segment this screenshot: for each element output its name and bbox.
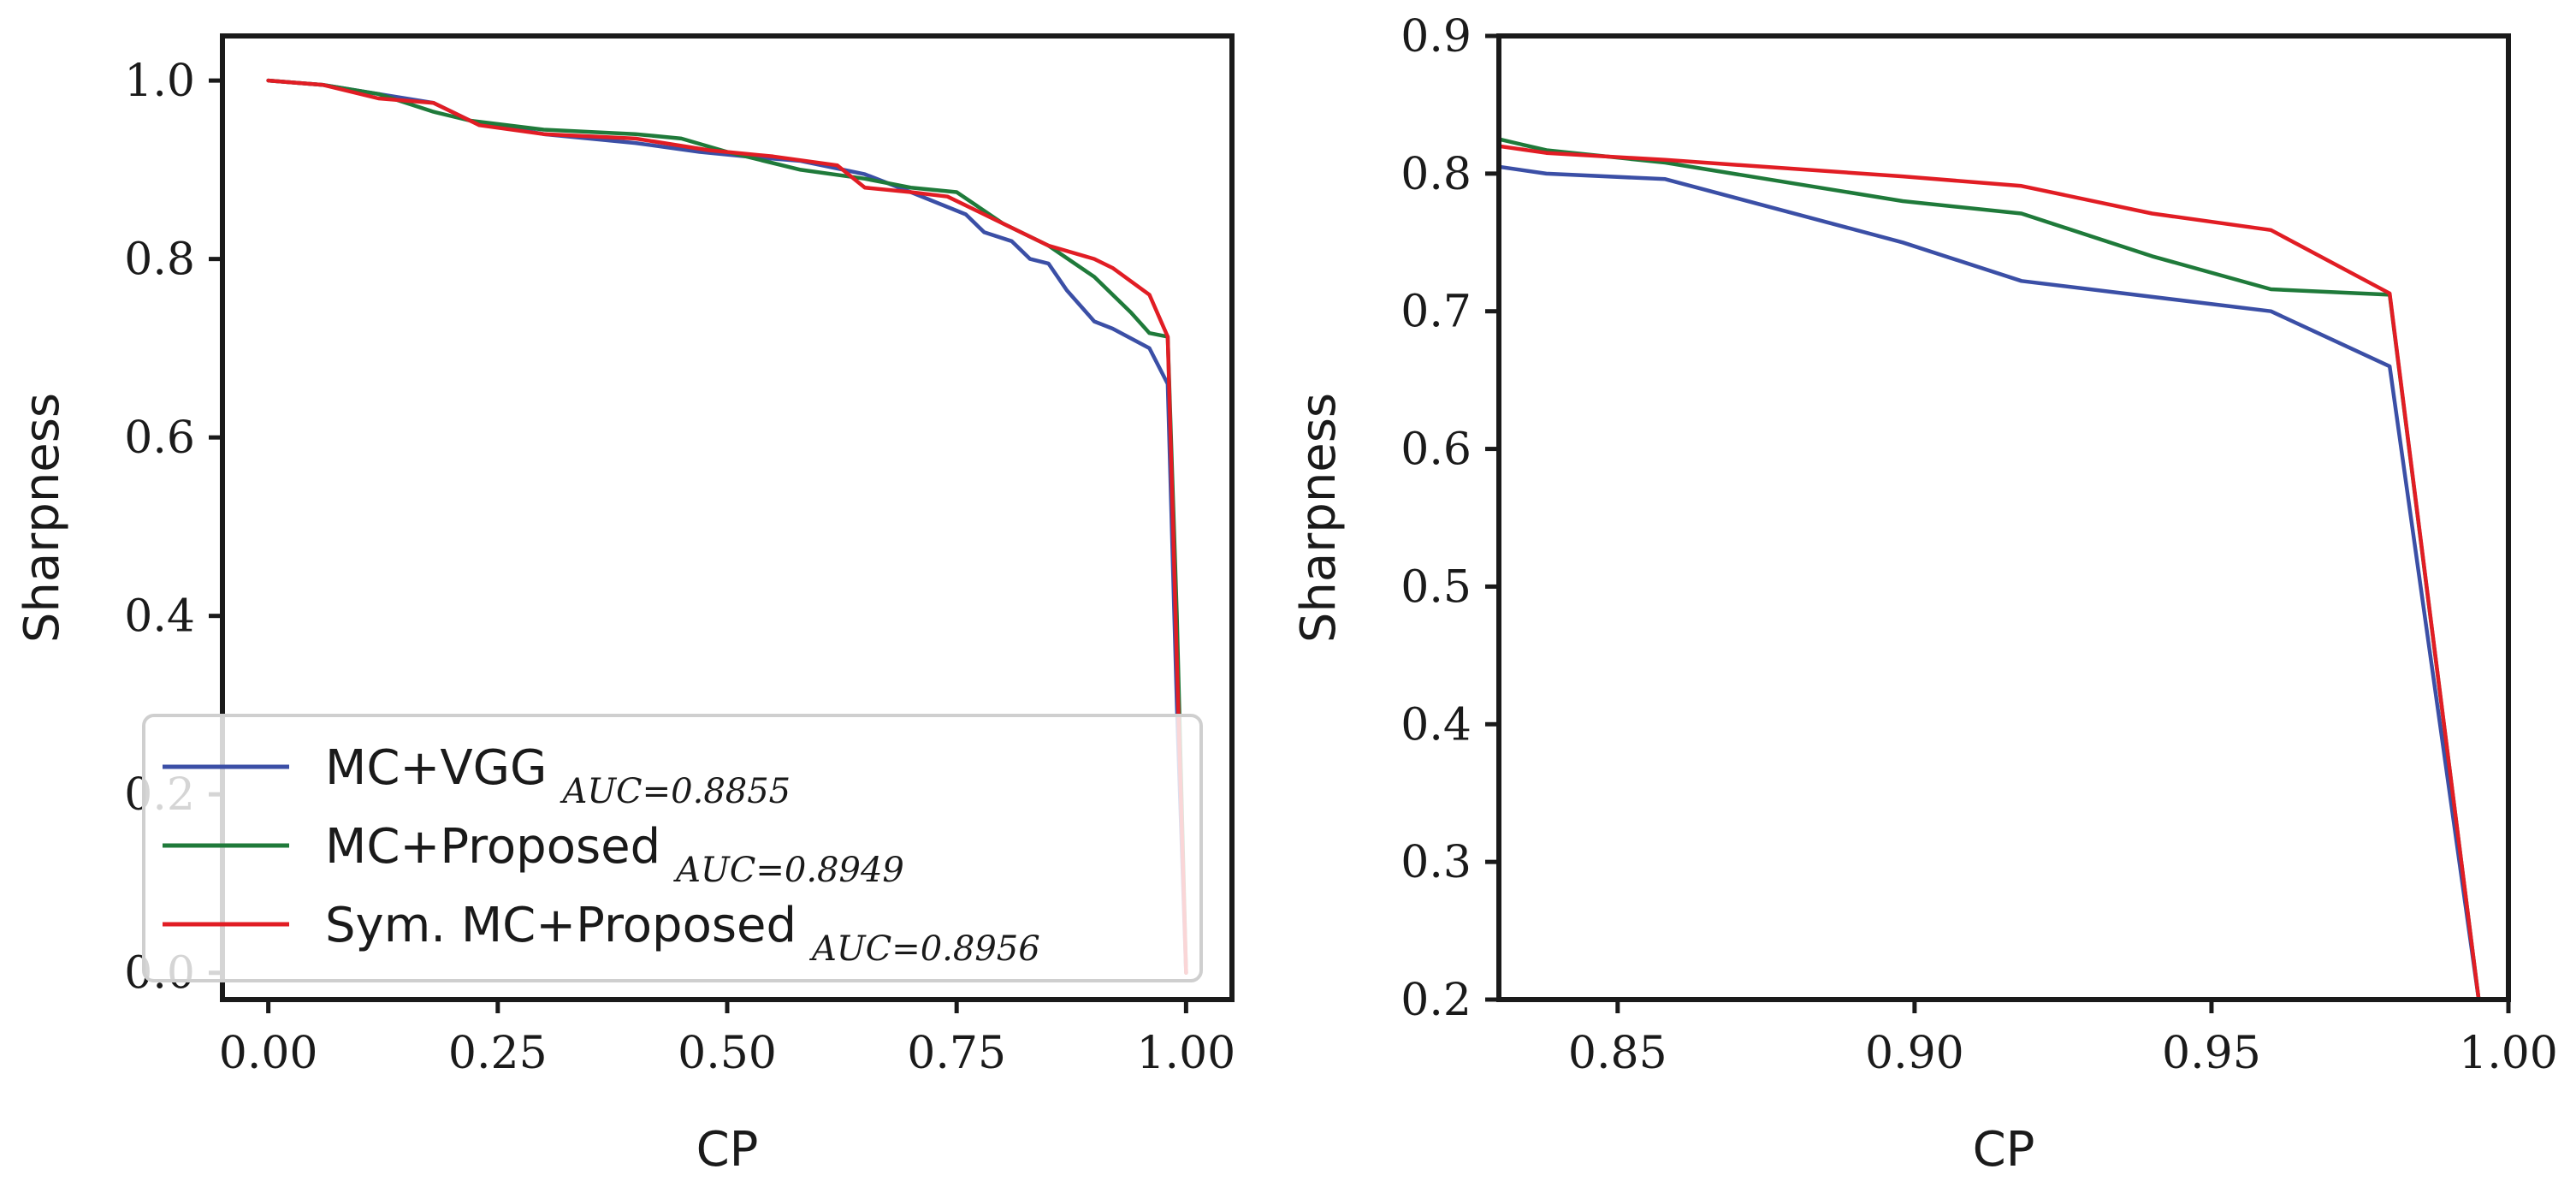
y-tick-label: 0.7 <box>1401 287 1472 338</box>
series-line-mc-proposed <box>266 78 1188 975</box>
x-tick-label: 0.25 <box>448 1028 548 1079</box>
series-line-sym-mc-proposed <box>266 78 1188 975</box>
y-axis-title: Sharpness <box>1291 393 1347 643</box>
series-line-mc-proposed <box>1499 137 2481 1000</box>
x-axis-title: CP <box>1973 1122 2035 1178</box>
legend-label-text: MC+VGG AUC=0.8855 <box>325 740 791 811</box>
y-tick-label: 0.5 <box>1401 561 1472 613</box>
y-tick-label: 0.4 <box>124 591 195 643</box>
series-line-mc-vgg <box>1499 164 2481 1000</box>
legend-auc: AUC=0.8956 <box>808 929 1040 969</box>
x-tick-label: 0.50 <box>678 1028 777 1079</box>
series-group <box>266 78 1188 975</box>
y-tick-label: 0.2 <box>1401 975 1472 1026</box>
legend-box <box>142 714 1203 982</box>
x-tick-label: 0.00 <box>219 1028 318 1079</box>
plot-frame <box>220 33 1235 1002</box>
x-tick-label: 1.00 <box>2459 1028 2558 1079</box>
y-axis-title: Sharpness <box>15 393 70 643</box>
legend-label: Sym. MC+Proposed <box>325 898 796 953</box>
x-tick-label: 0.85 <box>1568 1028 1667 1079</box>
chart-panel-overview: 0.000.250.500.751.000.00.20.40.60.81.0CP… <box>15 33 1235 1178</box>
y-tick-label: 1.0 <box>124 56 195 107</box>
x-axis-title: CP <box>696 1122 759 1178</box>
y-tick-label: 0.3 <box>1401 837 1472 888</box>
chart-panel-zoomed: 0.85 0.90 0.95 1.00 0.2 0.3 0.4 0.5 0.6 0.7 0.8 0.9… <box>1291 11 2558 1178</box>
x-tick-label: 1.00 <box>1136 1028 1235 1079</box>
x-tick-label: 0.75 <box>907 1028 1006 1079</box>
legend-auc: AUC=0.8855 <box>559 772 791 811</box>
legend-label-text: Sym. MC+Proposed AUC=0.8956 <box>325 898 1040 969</box>
legend: MC+VGG AUC=0.8855 MC+Proposed AUC=0.8949 Sym… <box>142 714 1203 982</box>
y-tick-label: 0.6 <box>1401 424 1472 476</box>
legend-label-text: MC+Proposed AUC=0.8949 <box>325 819 904 890</box>
legend-label: MC+Proposed <box>325 819 660 875</box>
plot-frame <box>1496 33 2511 1002</box>
series-line-sym-mc-proposed <box>1499 144 2481 1000</box>
y-tick-label: 0.8 <box>124 234 195 286</box>
legend-auc: AUC=0.8949 <box>672 851 904 890</box>
series-group <box>1499 137 2481 1000</box>
x-tick-label: 0.95 <box>2162 1028 2261 1079</box>
y-tick-label: 0.9 <box>1401 11 1472 62</box>
x-tick-label: 0.90 <box>1865 1028 1964 1079</box>
y-tick-label: 0.6 <box>124 412 195 464</box>
y-tick-label: 0.4 <box>1401 699 1472 751</box>
y-tick-label: 0.8 <box>1401 149 1472 200</box>
legend-label: MC+VGG <box>325 740 547 796</box>
